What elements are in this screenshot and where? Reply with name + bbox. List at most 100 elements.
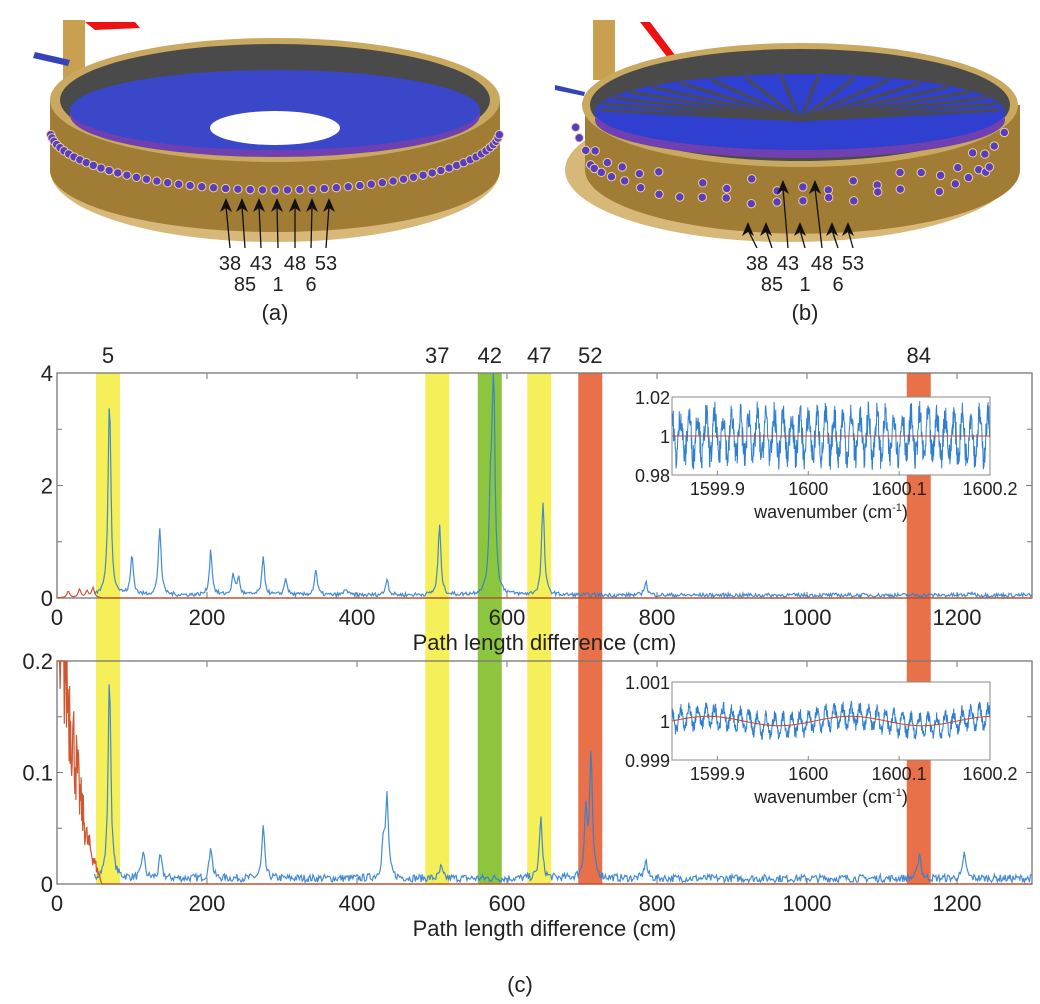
coupling-hole — [174, 179, 184, 189]
coupling-hole — [581, 145, 591, 156]
coupling-hole — [849, 196, 859, 206]
mode-label: 85 — [761, 274, 783, 296]
y-tick-label: 4 — [41, 361, 53, 386]
coupling-hole — [343, 182, 353, 192]
coupling-hole — [635, 183, 646, 193]
mode-label: 53 — [315, 253, 337, 275]
x-tick-label: 400 — [339, 605, 376, 630]
band-label: 47 — [527, 343, 551, 368]
coupling-hole — [355, 180, 365, 191]
coupling-hole — [895, 167, 905, 178]
inset-x-tick-label: 1599.9 — [690, 479, 745, 499]
coupling-hole — [746, 198, 757, 209]
coupling-hole — [698, 178, 708, 188]
coupling-hole — [197, 182, 207, 192]
arrow-shaft — [831, 229, 839, 249]
coupling-hole — [967, 148, 978, 158]
highlight-band-37 — [425, 373, 450, 661]
coupling-hole — [895, 184, 905, 194]
inset-x-axis-label: wavenumber (cm-1) — [753, 787, 908, 807]
y-tick-label: 0 — [41, 586, 53, 611]
coupling-hole — [916, 167, 926, 178]
coupling-hole — [96, 163, 106, 173]
coupling-hole — [436, 165, 446, 176]
arrow-head — [306, 198, 318, 212]
coupling-hole — [848, 176, 858, 186]
coupling-hole — [935, 170, 946, 181]
x-axis-label: Path length difference (cm) — [413, 630, 677, 655]
arrow-head — [842, 222, 854, 236]
coupling-hole — [798, 196, 808, 206]
coupling-hole — [427, 168, 437, 178]
x-tick-label: 800 — [639, 891, 676, 916]
spectrum-chart-bottom: 0 200 400 600 800 1000 1200 0 0.1 0.2 Path length … — [22, 649, 1033, 941]
panel-a-caption: (a) — [262, 300, 289, 325]
blue-beam — [555, 85, 585, 96]
inset-x-tick-label: 1600.2 — [962, 764, 1017, 784]
inset-xlabel-text: wavenumber (cm — [753, 787, 892, 807]
coupling-hole — [295, 184, 305, 195]
x-tick-label: 200 — [189, 891, 226, 916]
inset-y-tick-label: 1 — [660, 427, 670, 447]
coupling-hole — [319, 183, 330, 194]
coupling-hole — [619, 176, 630, 186]
arrow-head — [220, 198, 232, 212]
highlight-band-47 — [527, 373, 552, 661]
highlight-band-42 — [477, 373, 502, 661]
coupling-hole — [953, 162, 963, 173]
band-label: 37 — [425, 343, 449, 368]
center-hole — [210, 111, 340, 145]
coupling-hole — [331, 183, 342, 193]
x-axis-label: Path length difference (cm) — [413, 916, 677, 941]
coupling-hole — [104, 165, 114, 176]
mode-label: 38 — [219, 253, 241, 275]
coupling-hole — [772, 197, 782, 207]
blue-beam — [33, 52, 70, 66]
arrow-shaft — [765, 229, 773, 249]
inset-y-tick-label: 0.98 — [635, 466, 670, 486]
coupling-hole — [245, 184, 255, 195]
coupling-hole — [984, 162, 995, 172]
spoke — [799, 85, 949, 122]
arrow-head — [323, 198, 335, 212]
series-blue — [93, 684, 1032, 885]
mode-label: 43 — [777, 253, 799, 275]
band-label: 42 — [478, 343, 502, 368]
coupling-hole — [950, 179, 961, 189]
mode-label: 85 — [234, 274, 256, 296]
coupling-hole — [873, 187, 883, 197]
inset-xlabel-end: ) — [902, 787, 908, 807]
spoke — [799, 81, 921, 122]
coupling-hole — [617, 162, 627, 172]
spectrum-chart-top: 5 37 42 47 52 84 0 200 400 600 800 1000 1200 0 2 4 Path … — [41, 343, 1033, 661]
inset-x-tick-label: 1600 — [788, 764, 828, 784]
arrow-shaft — [241, 205, 246, 249]
coupling-hole — [602, 157, 613, 168]
x-tick-label: 1200 — [933, 891, 982, 916]
highlight-band-37 — [425, 661, 450, 884]
spoke — [744, 76, 801, 122]
inset-plot: 1599.9 1600 1600.1 1600.2 0.98 1 1.02 wavenumbe… — [635, 388, 1018, 522]
arrow-shaft — [276, 205, 279, 249]
inset-xlabel-sup: -1 — [892, 787, 902, 799]
spoke — [679, 81, 801, 122]
x-tick-label: 1000 — [783, 605, 832, 630]
arrow-head — [742, 222, 754, 236]
coupling-hole — [654, 189, 664, 200]
mode-label: 38 — [746, 253, 768, 275]
x-tick-label: 0 — [51, 605, 63, 630]
arrow-shaft — [258, 205, 262, 249]
coupling-hole — [113, 168, 123, 178]
red-beam — [640, 22, 675, 58]
inset-y-tick-label: 1.001 — [625, 673, 670, 693]
arrow-shaft — [814, 187, 823, 249]
inset-series-blue — [671, 700, 991, 741]
y-tick-label: 2 — [41, 474, 53, 499]
arrow-head — [809, 180, 821, 194]
highlight-band-52 — [578, 373, 603, 661]
coupling-hole — [980, 149, 990, 159]
inset-plot: 1599.9 1600 1600.1 1600.2 0.999 1 1.001 wavenum… — [625, 673, 1018, 807]
x-tick-label: 200 — [189, 605, 226, 630]
coupling-hole — [570, 122, 581, 133]
arrow-shaft — [782, 187, 789, 249]
